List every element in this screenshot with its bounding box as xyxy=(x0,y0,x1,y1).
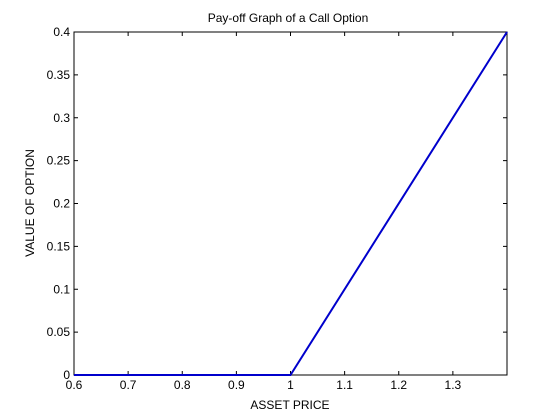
y-tick-label: 0.3 xyxy=(53,111,70,125)
plot-area xyxy=(73,31,508,376)
y-tick-label: 0.1 xyxy=(53,282,70,296)
x-axis-label: ASSET PRICE xyxy=(250,398,329,412)
y-tick-label: 0.05 xyxy=(47,325,71,339)
y-tick-label: 0.15 xyxy=(47,239,71,253)
chart-title: Pay-off Graph of a Call Option xyxy=(208,11,369,25)
y-tick-label: 0.4 xyxy=(53,25,70,39)
x-tick-label: 1.1 xyxy=(336,378,353,392)
y-axis-label: VALUE OF OPTION xyxy=(23,149,37,257)
series-line xyxy=(74,31,508,376)
x-tick-label: 1.3 xyxy=(445,378,462,392)
x-tick-label: 1.2 xyxy=(390,378,407,392)
series-layer xyxy=(74,31,508,376)
y-tick-label: 0 xyxy=(63,368,70,382)
y-axis: 0 0.05 0.1 0.15 0.2 0.25 0.3 0.35 0.4 xyxy=(47,25,507,382)
x-tick-label: 0.8 xyxy=(174,378,191,392)
x-axis: 0.6 0.7 0.8 0.9 1 1.1 1.2 1.3 xyxy=(66,32,462,392)
y-tick-label: 0.2 xyxy=(53,197,70,211)
x-tick-label: 0.7 xyxy=(120,378,137,392)
y-tick-label: 0.25 xyxy=(47,154,71,168)
x-tick-label: 1 xyxy=(287,378,294,392)
y-tick-label: 0.35 xyxy=(47,68,71,82)
x-tick-label: 0.9 xyxy=(228,378,245,392)
x-tick-label: 0.6 xyxy=(66,378,83,392)
